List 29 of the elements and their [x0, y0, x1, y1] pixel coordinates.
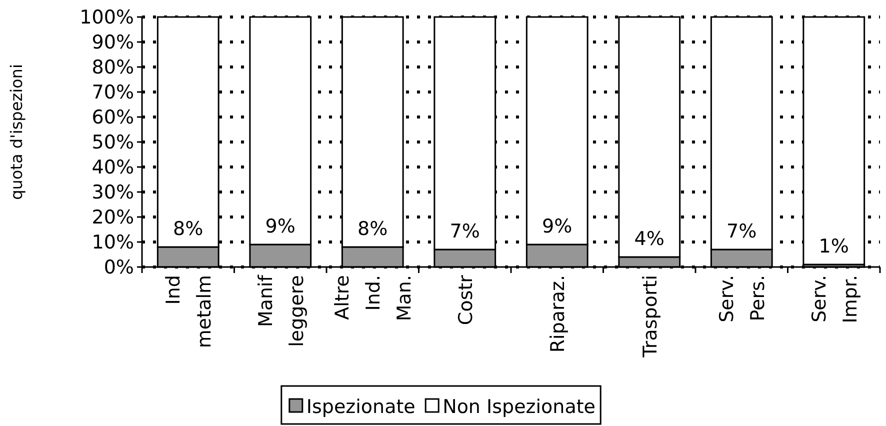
y-tick-label: 70%: [92, 82, 134, 104]
y-tick-label: 10%: [92, 232, 134, 254]
x-tick-label: Altre Ind. Man.: [332, 275, 416, 322]
x-tick-label: Serv. Impr.: [808, 275, 862, 324]
y-tick-label: 20%: [92, 206, 134, 229]
y-tick-label: 30%: [92, 182, 134, 204]
data-label: 7%: [450, 220, 480, 242]
data-label: 8%: [173, 218, 204, 240]
data-label: 7%: [726, 220, 757, 242]
legend-label: Non Ispezionate: [442, 396, 596, 418]
data-label: 4%: [634, 228, 664, 250]
data-label: 9%: [542, 216, 572, 238]
y-tick-label: 50%: [92, 132, 134, 154]
y-axis-title: quota d'ispezioni: [7, 64, 26, 200]
x-tick-label: Trasporti: [639, 275, 662, 358]
y-tick-label: 60%: [92, 106, 134, 129]
data-label: 8%: [358, 218, 388, 240]
x-tick-label: Serv. Pers.: [716, 275, 770, 322]
x-tick-label: Riparaz.: [547, 275, 570, 353]
data-label: 9%: [265, 216, 296, 238]
legend-label: Ispezionate: [306, 396, 416, 418]
y-tick-label: 90%: [92, 32, 134, 54]
y-tick-label: 80%: [92, 56, 134, 79]
y-tick-label: 40%: [92, 156, 134, 179]
y-tick-label: 100%: [80, 6, 134, 29]
x-tick-label: Ind metalm: [162, 275, 216, 348]
y-tick-label: 0%: [104, 256, 134, 279]
x-tick-label: Costr: [454, 274, 477, 326]
data-label: 1%: [818, 236, 849, 258]
